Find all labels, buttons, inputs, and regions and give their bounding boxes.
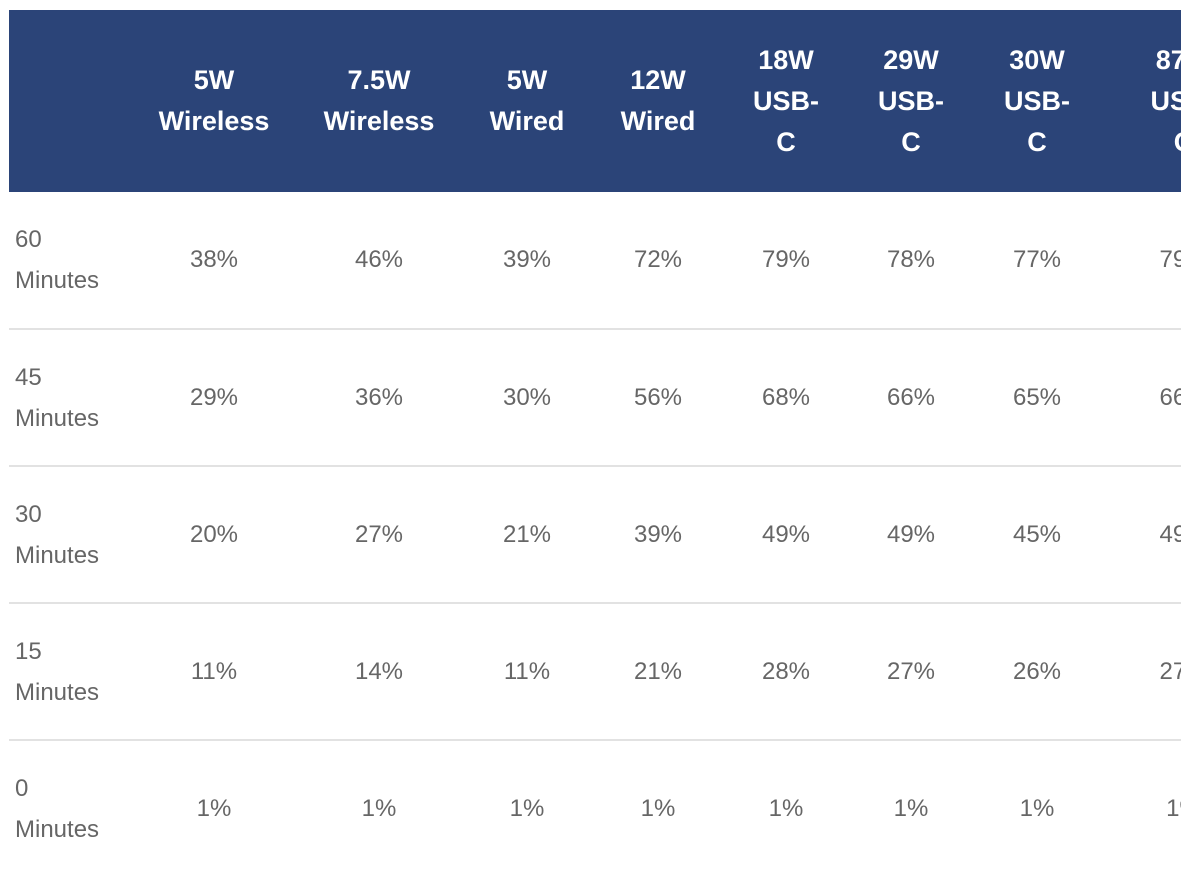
- table-cell: 1%: [361, 794, 397, 822]
- table-cell: 46%: [354, 246, 404, 273]
- table-row: 60 Minutes 38% 46% 39% 72% 79% 78% 77% 79%: [9, 192, 1181, 329]
- table-cell: 66%: [886, 383, 936, 411]
- column-header-text: 7.5W: [347, 65, 411, 95]
- row-label-text: 45: [15, 363, 42, 391]
- table-cell: 1%: [1166, 794, 1181, 822]
- table-cell: 49%: [886, 520, 936, 548]
- column-header-text: C: [776, 126, 796, 157]
- row-label-text: Minutes: [15, 678, 100, 706]
- charging-table-container: 5W Wireless 7.5W Wireless 5W Wired 12W Wired 18W…: [9, 10, 1181, 876]
- table-row: 0 Minutes 1% 1% 1% 1% 1% 1% 1% 1%: [9, 740, 1181, 876]
- table-cell: 27%: [886, 657, 936, 685]
- column-header-text: 12W: [630, 65, 686, 95]
- table-cell: 65%: [1012, 383, 1062, 411]
- column-header-text: Wired: [620, 106, 696, 136]
- column-header-text: 29W: [883, 44, 939, 75]
- column-header-text: C: [1027, 126, 1047, 157]
- column-header: 18W USB- C: [726, 10, 846, 192]
- row-label-text: 15: [15, 637, 42, 665]
- table-cell: 27%: [354, 520, 404, 548]
- table-cell: 1%: [893, 794, 929, 822]
- table-cell: 11%: [190, 657, 238, 685]
- column-header-text: 5W: [506, 65, 548, 95]
- charging-time-table: 5W Wireless 7.5W Wireless 5W Wired 12W Wired 18W…: [9, 10, 1181, 876]
- table-cell: 21%: [502, 520, 552, 548]
- table-cell: 38%: [189, 246, 239, 273]
- table-cell: 72%: [633, 246, 683, 273]
- column-header: 7.5W Wireless: [294, 10, 464, 192]
- table-cell: 39%: [502, 246, 552, 273]
- table-cell: 66%: [1159, 383, 1181, 411]
- table-cell: 26%: [1012, 657, 1062, 685]
- column-header-text: 87W: [1155, 44, 1181, 75]
- table-cell: 27%: [1159, 657, 1181, 685]
- row-label-text: 60: [15, 226, 42, 253]
- row-label-text: 0: [15, 774, 29, 802]
- table-cell: 1%: [768, 794, 804, 822]
- table-cell: 49%: [761, 520, 811, 548]
- column-header-text: Wireless: [158, 106, 270, 136]
- column-header: 29W USB- C: [846, 10, 976, 192]
- row-label-text: Minutes: [15, 541, 100, 569]
- column-header-text: USB-: [1004, 85, 1070, 116]
- table-cell: 11%: [503, 657, 551, 685]
- table-cell: 1%: [509, 794, 545, 822]
- row-label: 45 Minutes: [9, 329, 134, 466]
- table-cell: 1%: [196, 794, 232, 822]
- column-header-text: 5W: [193, 65, 235, 95]
- column-header-text: 30W: [1009, 44, 1065, 75]
- header-row: 5W Wireless 7.5W Wireless 5W Wired 12W Wired 18W…: [9, 10, 1181, 192]
- table-cell: 29%: [189, 383, 239, 411]
- column-header: 5W Wireless: [134, 10, 294, 192]
- column-header-text: C: [901, 126, 921, 157]
- table-cell: 1%: [640, 794, 676, 822]
- table-body: 60 Minutes 38% 46% 39% 72% 79% 78% 77% 79% 45 Minut…: [9, 192, 1181, 876]
- table-cell: 28%: [761, 657, 811, 685]
- column-header-text: USB-: [753, 85, 819, 116]
- column-header-text: C: [1104, 122, 1181, 163]
- table-row: 30 Minutes 20% 27% 21% 39% 49% 49% 45% 49%: [9, 466, 1181, 603]
- row-label-text: 30: [15, 500, 42, 528]
- column-header: 12W Wired: [590, 10, 726, 192]
- table-cell: 21%: [633, 657, 683, 685]
- table-cell: 14%: [354, 657, 404, 685]
- column-header: 87W USB- C: [1098, 10, 1182, 192]
- table-row: 45 Minutes 29% 36% 30% 56% 68% 66% 65% 66%: [9, 329, 1181, 466]
- table-cell: 79%: [761, 246, 811, 273]
- column-header-text: USB-: [878, 85, 944, 116]
- table-cell: 45%: [1012, 520, 1062, 548]
- column-header-text: Wireless: [323, 106, 435, 136]
- row-label-text: Minutes: [15, 815, 100, 843]
- header-corner-cell: [9, 10, 134, 192]
- table-cell: 1%: [1019, 794, 1055, 822]
- table-cell: 79%: [1159, 246, 1181, 273]
- table-cell: 49%: [1159, 520, 1181, 548]
- row-label: 60 Minutes: [9, 192, 134, 329]
- column-header: 5W Wired: [464, 10, 590, 192]
- row-label: 30 Minutes: [9, 466, 134, 603]
- table-cell: 78%: [886, 246, 936, 273]
- table-cell: 39%: [633, 520, 683, 548]
- table-cell: 30%: [502, 383, 552, 411]
- row-label: 15 Minutes: [9, 603, 134, 740]
- row-label-text: Minutes: [15, 404, 100, 432]
- table-cell: 36%: [354, 383, 404, 411]
- table-cell: 56%: [633, 383, 683, 411]
- table-cell: 20%: [189, 520, 239, 548]
- row-label-text: Minutes: [15, 267, 100, 294]
- column-header-text: USB-: [1150, 85, 1182, 116]
- column-header-text: Wired: [489, 106, 565, 136]
- column-header-text: 18W: [758, 44, 814, 75]
- column-header: 30W USB- C: [976, 10, 1098, 192]
- table-cell: 68%: [761, 383, 811, 411]
- table-row: 15 Minutes 11% 14% 11% 21% 28% 27% 26% 27%: [9, 603, 1181, 740]
- row-label: 0 Minutes: [9, 740, 134, 876]
- table-cell: 77%: [1012, 246, 1062, 273]
